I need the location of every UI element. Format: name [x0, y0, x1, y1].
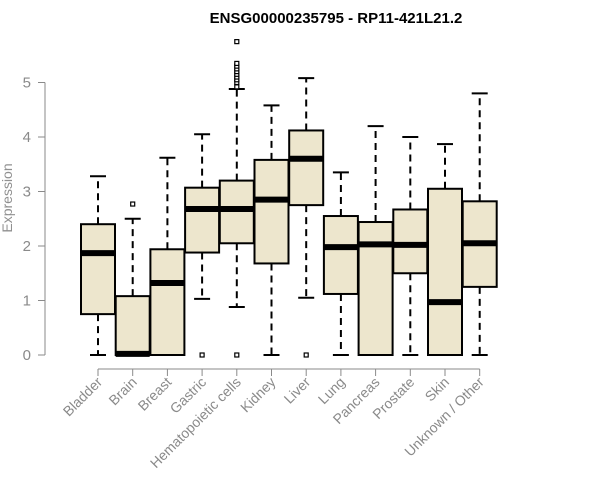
box-kidney: [253, 104, 290, 356]
chart-title: ENSG00000235795 - RP11-421L21.2: [210, 10, 463, 27]
outlier-point: [130, 201, 136, 207]
y-tick-label: 2: [23, 238, 31, 255]
box-lung: [322, 171, 359, 356]
y-tick-label: 5: [23, 75, 31, 92]
outlier-point: [234, 39, 240, 45]
x-tick-label: Bladder: [60, 374, 106, 420]
box-gastric: [184, 133, 221, 358]
box-hematopoietic-cells: [218, 39, 255, 358]
outlier-point: [234, 352, 240, 358]
box-brain: [114, 201, 151, 357]
x-tick-label: Kidney: [237, 374, 279, 416]
y-tick-label: 3: [23, 184, 31, 201]
box-bladder: [80, 175, 116, 356]
x-tick-label: Liver: [281, 374, 314, 407]
iqr-box: [114, 295, 151, 357]
iqr-box: [288, 129, 325, 207]
box-pancreas: [357, 125, 394, 356]
iqr-box: [184, 186, 221, 254]
outlier-point: [199, 352, 205, 358]
outlier-point: [234, 84, 240, 90]
axes: 0 1 2 3 4 5: [23, 75, 481, 376]
outlier-point: [234, 60, 240, 67]
box-prostate: [392, 136, 429, 356]
y-axis-label: Expression: [0, 163, 15, 232]
iqr-box: [80, 223, 116, 316]
y-tick-label: 0: [23, 347, 31, 364]
y-tick-label: 4: [23, 129, 31, 146]
iqr-box: [427, 187, 463, 356]
iqr-box: [322, 215, 359, 295]
box-breast: [149, 156, 186, 357]
iqr-box: [149, 248, 186, 357]
iqr-box: [253, 158, 290, 265]
iqr-box: [392, 208, 429, 275]
x-tick-label: Skin: [422, 374, 453, 405]
outlier-point: [303, 352, 309, 358]
plot-area: [80, 39, 498, 358]
box-liver: [288, 77, 325, 358]
box-skin: [427, 143, 463, 356]
box-unknown-other: [461, 92, 498, 356]
y-tick-label: 1: [23, 293, 31, 310]
